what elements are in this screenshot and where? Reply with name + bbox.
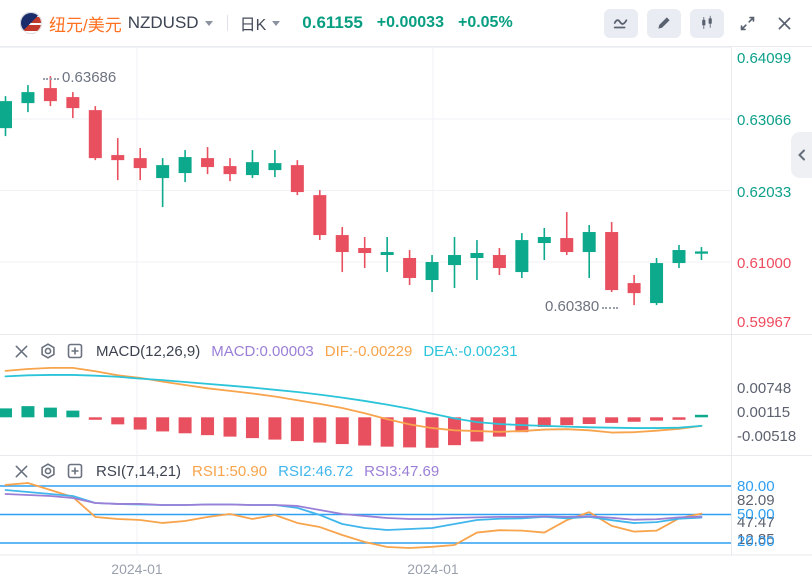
price-axis-label: 0.63066 (737, 112, 792, 129)
collapse-panel-tab[interactable] (791, 132, 812, 178)
rsi-pane-header: RSI(7,14,21) RSI1:50.90 RSI2:46.72 RSI3:… (14, 460, 439, 482)
chart-type-button[interactable] (690, 8, 724, 38)
last-price: 0.61155 (302, 13, 363, 32)
annotation-dots (602, 306, 619, 309)
rsi-scale-label: 47.47 (737, 514, 775, 531)
gear-icon (41, 343, 55, 359)
macd-pane-header: MACD(12,26,9) MACD:0.00003 DIF:-0.00229 … (14, 340, 518, 362)
rsi-guide-label: 50.00 (737, 506, 775, 523)
annotation-dots (43, 77, 59, 80)
pair-name-chinese: 纽元/美元 (49, 15, 122, 35)
macd-settings-button[interactable] (40, 343, 56, 359)
time-axis-label: 2024-01 (407, 561, 459, 577)
close-chart-button[interactable] (770, 9, 798, 38)
price-change-percent: +0.05% (457, 14, 513, 31)
header-divider (226, 15, 228, 31)
pencil-icon (658, 17, 670, 29)
price-change: +0.00033 (376, 14, 444, 31)
timeframe-selector[interactable]: 日K (239, 17, 267, 34)
close-icon (15, 345, 28, 357)
rsi-scale-label: 12.85 (737, 531, 775, 548)
symbol-dropdown-caret-icon[interactable] (204, 20, 213, 26)
rsi3-value: RSI3:47.69 (364, 462, 440, 480)
macd-close-button[interactable] (14, 344, 29, 359)
dif-value: DIF:-0.00229 (324, 342, 413, 360)
gear-icon (41, 463, 55, 479)
close-icon (15, 465, 28, 477)
price-axis-label: 0.62033 (737, 184, 792, 201)
draw-button[interactable] (647, 8, 681, 38)
candlestick-icon (702, 15, 712, 29)
time-axis: 2024-01 2024-01 (0, 556, 812, 582)
rsi-settings-button[interactable] (40, 463, 56, 479)
rsi-title: RSI(7,14,21) (96, 462, 182, 480)
time-axis-label: 2024-01 (111, 561, 163, 577)
chevron-left-icon (797, 149, 805, 161)
low-price-annotation: 0.60380 (545, 298, 621, 315)
nzdusd-flag-icon (20, 12, 42, 34)
line-chart-icon (613, 19, 628, 29)
dea-value: DEA:-0.00231 (423, 342, 518, 360)
price-axis-label: 0.61000 (737, 255, 792, 272)
close-icon (778, 17, 790, 29)
rsi2-value: RSI2:46.72 (278, 462, 354, 480)
plus-square-icon (67, 343, 83, 359)
rsi-scale-label: 82.09 (737, 492, 775, 509)
header-toolbar (604, 8, 798, 38)
symbol-label: NZDUSD (127, 13, 199, 32)
macd-axis-label: 0.00748 (737, 380, 792, 397)
plus-square-icon (67, 463, 83, 479)
rsi1-value: RSI1:50.90 (192, 462, 268, 480)
rsi-guide-label: 80.00 (737, 478, 775, 495)
chart-header: 纽元/美元 NZDUSD 日K 0.61155 +0.00033 +0.05% (0, 0, 812, 47)
macd-value: MACD:0.00003 (211, 342, 314, 360)
line-chart-button[interactable] (604, 8, 638, 38)
chart-plot-area[interactable] (0, 47, 812, 556)
macd-axis-label: -0.00518 (737, 428, 797, 445)
timeframe-dropdown-caret-icon[interactable] (272, 20, 281, 26)
macd-title: MACD(12,26,9) (96, 342, 201, 360)
rsi-close-button[interactable] (14, 464, 29, 479)
macd-axis-label: 0.00115 (737, 404, 791, 421)
price-axis-label: 0.59967 (737, 314, 792, 331)
rsi-add-button[interactable] (67, 463, 83, 479)
fullscreen-button[interactable] (733, 9, 761, 38)
rsi-guide-label: 20.00 (737, 533, 775, 550)
expand-icon (740, 16, 754, 30)
macd-add-button[interactable] (67, 343, 83, 359)
price-axis-label: 0.64099 (737, 50, 792, 67)
high-price-annotation: 0.63686 (40, 69, 116, 86)
